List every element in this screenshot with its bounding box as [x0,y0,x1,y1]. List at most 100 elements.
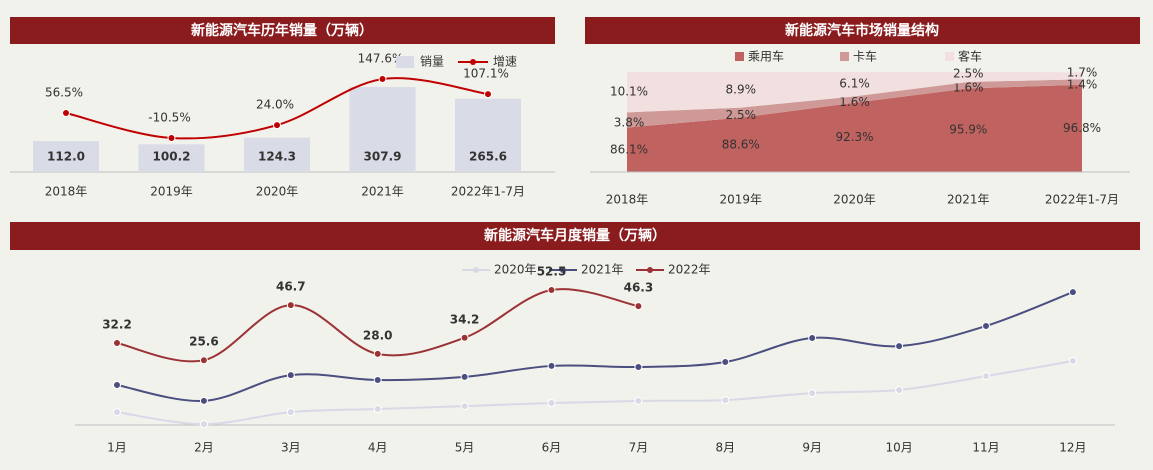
legend-swatch [735,52,744,61]
x-tick-label: 2018年 [606,193,649,207]
area-label: 96.8% [1063,121,1101,135]
bar-label: 265.6 [469,150,507,164]
area-label: 2.5% [953,67,984,81]
data-label: 46.7 [276,280,306,294]
series-point [982,322,990,331]
header-bar [585,17,1140,44]
series-point [721,396,730,405]
area-label: 10.1% [610,85,648,99]
x-tick-label: 10月 [885,441,912,455]
series-point [373,404,382,413]
x-tick-label: 2022年1-7月 [1045,193,1119,207]
area-label: 1.6% [839,95,870,109]
x-tick-label: 11月 [972,441,999,455]
series-point [547,398,556,407]
x-tick-label: 12月 [1059,441,1086,455]
area-band [627,84,1082,172]
header-bar [10,17,555,44]
data-label: 25.6 [189,335,219,349]
series-point [895,342,904,351]
area-label: 1.7% [1067,65,1098,79]
x-tick-label: 9月 [802,441,822,455]
growth-label: -10.5% [148,111,190,125]
legend-swatch [473,267,479,273]
area-label: 6.1% [839,77,870,91]
bar [349,87,416,172]
area-label: 8.9% [726,82,757,96]
series-point [1068,356,1077,365]
area-label: 86.1% [610,142,648,156]
area-band [627,79,1082,128]
series-point [460,333,469,342]
bar [138,144,205,172]
series-point [547,361,556,370]
header-bar [10,222,1140,250]
x-tick-label: 2022年1-7月 [451,185,525,199]
series-point [634,396,643,405]
data-label: 46.3 [624,281,654,295]
series-point [808,334,817,343]
x-tick-label: 5月 [455,441,475,455]
growth-point [484,90,492,99]
chart-title: 新能源汽车历年销量（万辆） [191,22,373,39]
x-tick-label: 3月 [281,441,301,455]
x-tick-label: 2018年 [45,185,88,199]
x-tick-label: 2021年 [361,185,404,199]
x-tick-label: 4月 [368,441,388,455]
series-point [373,376,382,385]
legend-swatch [647,267,653,273]
series-point [982,372,990,381]
series-line [116,359,1074,426]
series-point [1068,288,1077,297]
legend-swatch [945,52,954,61]
chart-title: 新能源汽车月度销量（万辆） [484,227,666,244]
legend-label: 卡车 [853,49,877,64]
series-point [113,380,121,389]
series-point [634,302,643,311]
bar-label: 124.3 [258,150,296,164]
x-tick-label: 2月 [194,441,214,455]
x-tick-label: 7月 [629,441,649,455]
legend-label: 2021年 [581,263,624,277]
series-point [895,385,904,394]
growth-label: 147.6% [358,52,404,66]
data-label: 28.0 [363,328,393,342]
legend-label: 2020年 [494,263,537,277]
x-tick-label: 2020年 [833,193,876,207]
x-tick-label: 1月 [107,441,127,455]
series-point [286,301,295,310]
growth-label: 24.0% [256,98,294,112]
data-label: 32.2 [102,317,132,331]
bar [244,137,310,172]
area-label: 2.5% [726,108,757,122]
x-tick-label: 2019年 [150,185,193,199]
series-point [286,371,295,380]
legend-swatch [470,59,476,65]
legend-label: 销量 [420,55,444,69]
legend-label: 2022年 [668,263,711,277]
legend-label: 增速 [493,55,517,69]
legend-swatch [840,52,849,61]
area-band [627,72,1082,113]
data-label: 34.2 [450,312,480,326]
x-tick-label: 2019年 [719,193,762,207]
series-point [286,408,295,417]
x-tick-label: 6月 [542,441,562,455]
series-point [808,389,817,398]
growth-point [378,75,387,83]
series-point [113,338,121,347]
data-label: 52.5 [537,265,567,279]
bar-label: 112.0 [47,150,85,164]
series-point [547,286,556,294]
legend-label: 乘用车 [748,49,784,64]
growth-point [167,134,176,142]
area-label: 88.6% [722,137,760,151]
area-label: 1.4% [1067,78,1098,92]
series-point [460,402,469,411]
series-point [721,358,730,367]
growth-point [62,108,70,117]
x-tick-label: 8月 [715,441,735,455]
x-tick-label: 2020年 [256,185,299,199]
series-line [116,291,1074,402]
legend-label: 客车 [958,49,982,64]
